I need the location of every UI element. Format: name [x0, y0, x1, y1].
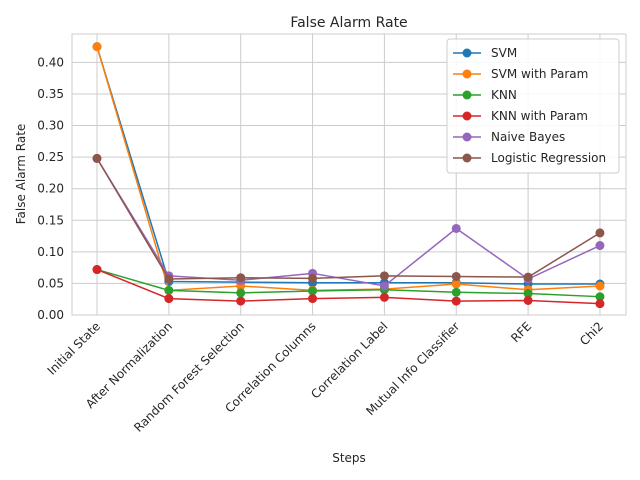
x-tick-label: Correlation Label — [308, 319, 390, 401]
legend-item: KNN with Param — [453, 109, 588, 123]
y-tick-label: 0.00 — [37, 308, 64, 322]
y-tick-label: 0.05 — [37, 276, 64, 290]
legend-swatch-marker — [462, 153, 472, 163]
x-tick-label: Chi2 — [577, 319, 606, 348]
legend-item: SVM — [453, 46, 517, 60]
data-point — [595, 241, 605, 251]
series-line — [96, 268, 600, 298]
series-line — [96, 46, 600, 285]
y-tick-label: 0.10 — [37, 245, 64, 259]
legend-label: KNN with Param — [491, 109, 588, 123]
legend-label: Logistic Regression — [491, 151, 606, 165]
data-point — [523, 295, 533, 305]
legend-item: SVM with Param — [453, 67, 588, 81]
data-point — [523, 272, 533, 282]
data-point — [236, 296, 246, 306]
data-point — [451, 296, 461, 306]
chart-title: False Alarm Rate — [290, 15, 407, 31]
x-tick-label: RFE — [508, 319, 534, 345]
y-tick-label: 0.35 — [37, 87, 64, 101]
data-point — [308, 294, 318, 304]
series-line — [96, 268, 600, 305]
data-point — [595, 292, 605, 302]
legend-label: SVM with Param — [491, 67, 588, 81]
legend-item: KNN — [453, 88, 517, 102]
series-3 — [92, 265, 605, 309]
data-point — [236, 273, 246, 283]
legend-item: Naive Bayes — [453, 130, 565, 144]
series-line — [96, 158, 601, 280]
data-point — [451, 279, 461, 289]
data-point — [451, 223, 461, 233]
data-point — [92, 42, 102, 52]
data-point — [595, 281, 605, 291]
data-point — [164, 294, 174, 304]
legend-label: SVM — [491, 46, 517, 60]
legend: SVM SVM with Param KNN KNN with Param Naive … — [446, 38, 620, 174]
data-point — [92, 153, 102, 163]
data-point — [164, 274, 174, 284]
data-point — [595, 299, 605, 309]
legend-item: Logistic Regression — [453, 151, 606, 165]
data-point — [308, 286, 318, 296]
y-axis-title: False Alarm Rate — [14, 124, 28, 225]
y-tick-label: 0.20 — [37, 182, 64, 196]
legend-swatch-marker — [462, 111, 472, 121]
y-tick-label: 0.25 — [37, 150, 64, 164]
y-tick-label: 0.15 — [37, 213, 64, 227]
data-point — [451, 271, 461, 281]
data-point — [595, 228, 605, 238]
data-point — [379, 281, 389, 291]
legend-swatch-marker — [462, 69, 472, 79]
y-tick-label: 0.30 — [37, 119, 64, 133]
data-point — [92, 265, 102, 275]
data-point — [379, 271, 389, 281]
x-axis-title: Steps — [332, 451, 366, 465]
data-point — [451, 287, 461, 297]
data-point — [164, 285, 174, 295]
data-point — [523, 289, 533, 299]
series-5 — [92, 153, 605, 284]
data-point — [308, 273, 318, 283]
series-line — [96, 158, 601, 287]
legend-swatch-marker — [462, 132, 472, 142]
legend-box — [446, 38, 620, 174]
data-point — [236, 288, 246, 298]
legend-label: Naive Bayes — [491, 130, 565, 144]
x-tick-label: Initial State — [45, 319, 104, 378]
series-2 — [92, 265, 605, 302]
legend-swatch-marker — [462, 48, 472, 58]
y-tick-label: 0.40 — [37, 55, 64, 69]
series-layer — [92, 42, 605, 309]
legend-label: KNN — [491, 88, 517, 102]
legend-swatch-marker — [462, 90, 472, 100]
data-point — [379, 292, 389, 302]
y-tick-labels: 0.00 0.05 0.10 0.15 0.20 0.25 0.30 0.35 0.40 — [37, 55, 64, 322]
